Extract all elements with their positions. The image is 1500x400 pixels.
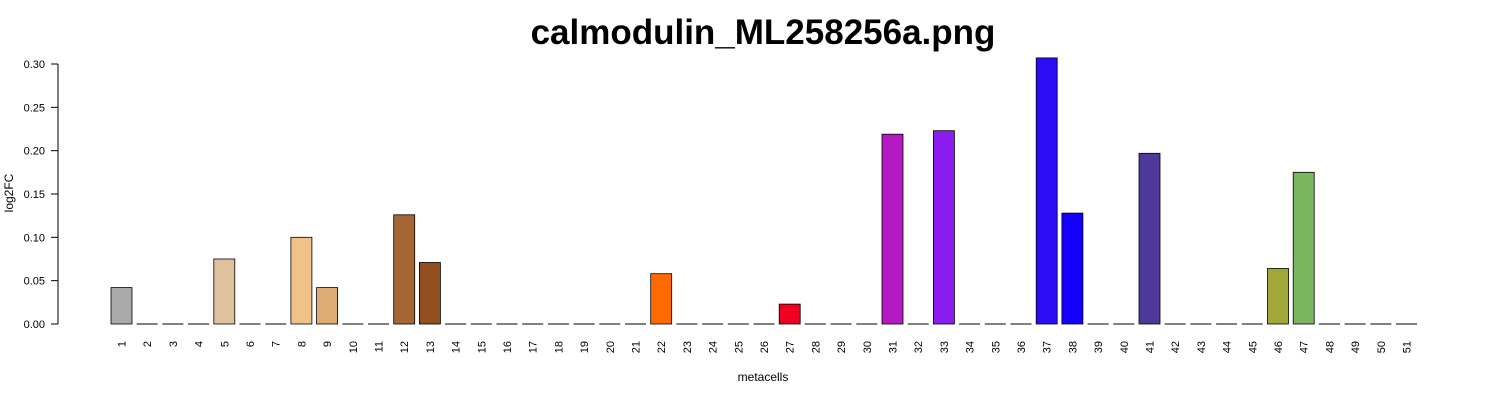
x-tick-label: 21 bbox=[631, 341, 643, 353]
y-axis-label: log2FC bbox=[2, 173, 16, 212]
x-tick-label: 44 bbox=[1222, 341, 1234, 353]
x-tick-label: 26 bbox=[759, 341, 771, 353]
x-tick-label: 11 bbox=[374, 341, 386, 352]
x-tick-label: 15 bbox=[476, 341, 488, 353]
x-tick-label: 6 bbox=[245, 341, 257, 347]
x-tick-label: 34 bbox=[965, 341, 977, 353]
x-tick-label: 39 bbox=[1093, 341, 1105, 353]
x-tick-label: 3 bbox=[168, 341, 180, 347]
x-tick-label: 32 bbox=[913, 341, 925, 353]
x-tick-label: 1 bbox=[117, 341, 129, 347]
x-tick-label: 28 bbox=[810, 341, 822, 353]
x-axis-label: metacells bbox=[738, 370, 789, 384]
bar-46 bbox=[1267, 268, 1289, 325]
x-tick-label: 23 bbox=[682, 341, 694, 353]
x-tick-label: 24 bbox=[708, 341, 720, 353]
x-tick-label: 17 bbox=[528, 341, 540, 353]
x-tick-label: 45 bbox=[1247, 341, 1259, 353]
y-tick-label: 0.25 bbox=[24, 102, 45, 114]
x-tick-label: 25 bbox=[733, 341, 745, 353]
x-tick-label: 48 bbox=[1324, 341, 1336, 353]
x-tick-label: 30 bbox=[862, 341, 874, 353]
x-tick-label: 14 bbox=[451, 341, 463, 353]
x-tick-label: 20 bbox=[605, 341, 617, 353]
x-tick-label: 2 bbox=[142, 341, 154, 347]
bar-33 bbox=[933, 130, 955, 325]
x-tick-label: 22 bbox=[656, 341, 668, 353]
x-tick-label: 7 bbox=[271, 341, 283, 347]
x-tick-label: 19 bbox=[579, 341, 591, 353]
x-tick-label: 31 bbox=[888, 341, 900, 353]
x-tick-label: 38 bbox=[1067, 341, 1079, 353]
x-tick-label: 42 bbox=[1170, 341, 1182, 353]
x-tick-label: 51 bbox=[1402, 341, 1414, 353]
x-tick-label: 49 bbox=[1350, 341, 1362, 353]
x-tick-label: 9 bbox=[322, 341, 334, 347]
x-tick-label: 36 bbox=[1016, 341, 1028, 353]
x-tick-label: 8 bbox=[296, 341, 308, 347]
x-tick-label: 46 bbox=[1273, 341, 1285, 353]
x-tick-label: 12 bbox=[399, 341, 411, 353]
bar-5 bbox=[213, 258, 236, 325]
x-tick-label: 18 bbox=[553, 341, 565, 353]
x-tick-labels: 1 2 3 4 5 6 7 8 9 10 11 12 13 14 15 16 17 18 19 20 21 22 23 24 2… bbox=[117, 341, 1414, 353]
y-axis: 0.00 0.05 0.10 0.15 0.20 0.25 0.30 bbox=[24, 59, 59, 331]
y-tick-label: 0.20 bbox=[24, 146, 45, 158]
x-tick-label: 47 bbox=[1299, 341, 1311, 353]
bar-47 bbox=[1292, 171, 1315, 325]
x-tick-label: 37 bbox=[1042, 341, 1054, 353]
x-tick-label: 10 bbox=[348, 341, 360, 353]
chart-title: calmodulin_ML258256a.png bbox=[531, 13, 996, 52]
x-tick-label: 13 bbox=[425, 341, 437, 353]
bars bbox=[110, 57, 1417, 325]
x-tick-label: 33 bbox=[939, 341, 951, 353]
bar-41 bbox=[1138, 152, 1161, 325]
x-tick-label: 5 bbox=[219, 341, 231, 347]
bar-27 bbox=[778, 303, 801, 325]
x-tick-label: 50 bbox=[1376, 341, 1388, 353]
y-tick-label: 0.10 bbox=[24, 232, 45, 244]
x-tick-label: 16 bbox=[502, 341, 514, 353]
x-tick-label: 40 bbox=[1119, 341, 1131, 353]
bar-22 bbox=[650, 273, 673, 325]
x-tick-label: 4 bbox=[194, 341, 206, 347]
bar-8 bbox=[290, 236, 313, 325]
y-tick-label: 0.15 bbox=[24, 189, 45, 201]
y-tick-label: 0.00 bbox=[24, 319, 45, 331]
x-tick-label: 41 bbox=[1145, 341, 1157, 353]
y-tick-label: 0.30 bbox=[24, 59, 45, 71]
x-tick-label: 43 bbox=[1196, 341, 1208, 353]
bar-37 bbox=[1035, 57, 1058, 325]
x-tick-label: 27 bbox=[785, 341, 797, 353]
bar-12 bbox=[393, 214, 416, 325]
bar-38 bbox=[1061, 212, 1084, 325]
bar-1 bbox=[110, 287, 133, 325]
bar-9 bbox=[316, 287, 339, 325]
bar-13 bbox=[418, 262, 441, 325]
x-tick-label: 29 bbox=[836, 341, 848, 353]
y-tick-label: 0.05 bbox=[24, 276, 45, 288]
x-tick-label: 35 bbox=[990, 341, 1002, 353]
bar-31 bbox=[881, 133, 904, 325]
